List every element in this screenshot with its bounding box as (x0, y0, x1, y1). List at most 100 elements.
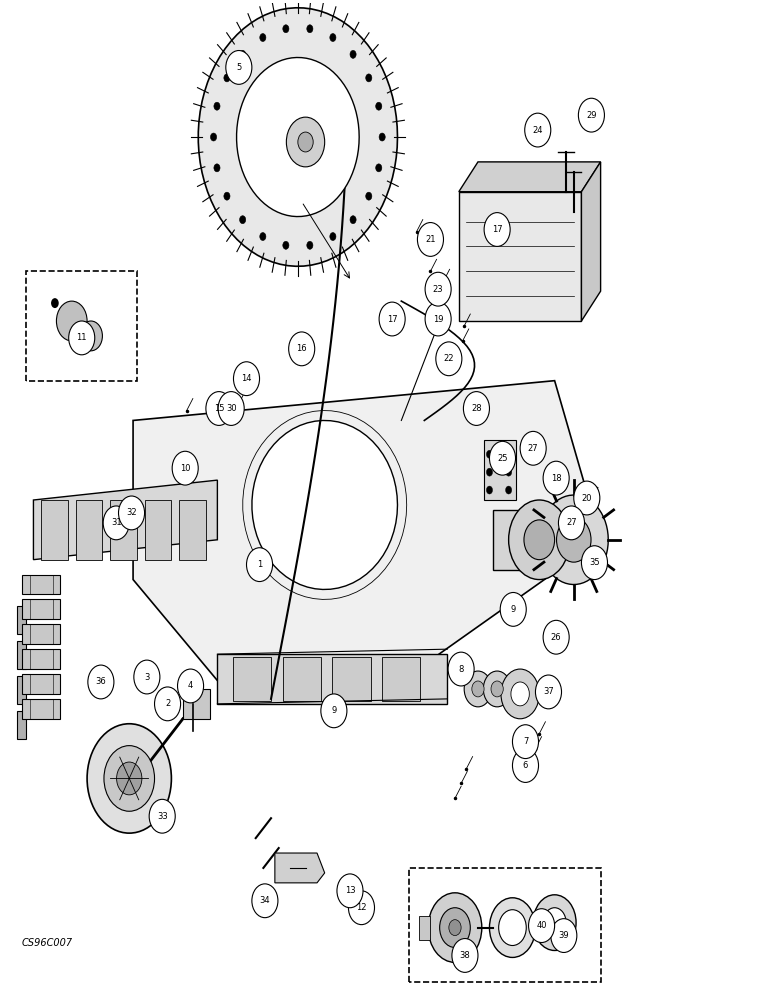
Circle shape (350, 50, 356, 58)
Circle shape (524, 520, 554, 560)
Polygon shape (22, 674, 60, 694)
Circle shape (337, 874, 363, 908)
Circle shape (246, 548, 273, 582)
Circle shape (511, 682, 530, 706)
Text: 19: 19 (433, 315, 443, 324)
Text: 38: 38 (459, 951, 470, 960)
Text: 9: 9 (331, 706, 337, 715)
Circle shape (543, 620, 569, 654)
Polygon shape (179, 500, 206, 560)
Polygon shape (16, 711, 25, 739)
Polygon shape (232, 657, 271, 701)
Text: 13: 13 (344, 886, 355, 895)
Polygon shape (540, 495, 608, 585)
Polygon shape (419, 916, 431, 940)
Text: 20: 20 (581, 494, 592, 503)
Text: 3: 3 (144, 673, 150, 682)
Circle shape (574, 481, 600, 515)
Text: 30: 30 (226, 404, 236, 413)
Polygon shape (459, 162, 601, 192)
Circle shape (578, 98, 604, 132)
Polygon shape (493, 510, 585, 570)
Circle shape (509, 500, 570, 580)
Circle shape (252, 884, 278, 918)
Text: 26: 26 (551, 633, 561, 642)
Circle shape (506, 468, 512, 476)
Polygon shape (275, 853, 325, 883)
Circle shape (452, 939, 478, 972)
Circle shape (489, 898, 536, 957)
Circle shape (149, 799, 175, 833)
Text: 33: 33 (157, 812, 168, 821)
Circle shape (211, 133, 217, 141)
Circle shape (536, 675, 561, 709)
Circle shape (529, 909, 554, 943)
Polygon shape (16, 676, 25, 704)
Polygon shape (144, 500, 171, 560)
Circle shape (486, 450, 493, 458)
Polygon shape (110, 500, 137, 560)
Polygon shape (76, 500, 103, 560)
Polygon shape (22, 649, 60, 669)
Text: 16: 16 (296, 344, 307, 353)
Text: 8: 8 (459, 665, 464, 674)
Polygon shape (236, 57, 359, 217)
Circle shape (533, 895, 576, 950)
Text: 12: 12 (356, 903, 367, 912)
Polygon shape (581, 162, 601, 321)
Circle shape (239, 216, 245, 224)
Circle shape (289, 332, 315, 366)
Circle shape (484, 213, 510, 246)
Text: 40: 40 (537, 921, 547, 930)
Polygon shape (22, 575, 60, 594)
Circle shape (558, 506, 584, 540)
Polygon shape (459, 192, 581, 321)
Text: 22: 22 (444, 354, 454, 363)
Circle shape (500, 592, 527, 626)
Text: 17: 17 (492, 225, 503, 234)
Circle shape (214, 164, 220, 172)
Polygon shape (16, 606, 25, 634)
Circle shape (489, 441, 516, 475)
Circle shape (119, 496, 144, 530)
Circle shape (428, 893, 482, 962)
Circle shape (321, 694, 347, 728)
Polygon shape (283, 657, 321, 701)
Polygon shape (22, 599, 60, 619)
Text: CS96C007: CS96C007 (22, 938, 73, 948)
Circle shape (513, 725, 539, 759)
Polygon shape (198, 8, 398, 266)
Text: 24: 24 (533, 126, 543, 135)
Circle shape (233, 362, 259, 396)
Text: 25: 25 (497, 454, 508, 463)
Circle shape (366, 74, 372, 82)
Circle shape (172, 451, 198, 485)
Circle shape (418, 223, 443, 256)
Circle shape (206, 392, 232, 425)
Circle shape (298, 132, 313, 152)
Text: 37: 37 (543, 687, 554, 696)
Circle shape (214, 102, 220, 110)
Text: 11: 11 (76, 333, 87, 342)
Polygon shape (382, 657, 421, 701)
Circle shape (483, 671, 511, 707)
Text: 27: 27 (566, 518, 577, 527)
Circle shape (239, 50, 245, 58)
Circle shape (486, 486, 493, 494)
Text: 4: 4 (188, 681, 193, 690)
Circle shape (134, 660, 160, 694)
Text: 28: 28 (471, 404, 482, 413)
Polygon shape (252, 420, 398, 589)
Circle shape (306, 25, 313, 33)
Circle shape (425, 272, 451, 306)
Text: 29: 29 (586, 111, 597, 120)
Text: 7: 7 (523, 737, 528, 746)
Circle shape (226, 51, 252, 84)
Circle shape (463, 392, 489, 425)
Text: 32: 32 (127, 508, 137, 517)
Polygon shape (33, 480, 218, 560)
Circle shape (178, 669, 204, 703)
Text: 31: 31 (111, 518, 121, 527)
Polygon shape (484, 440, 516, 500)
Polygon shape (133, 381, 601, 699)
